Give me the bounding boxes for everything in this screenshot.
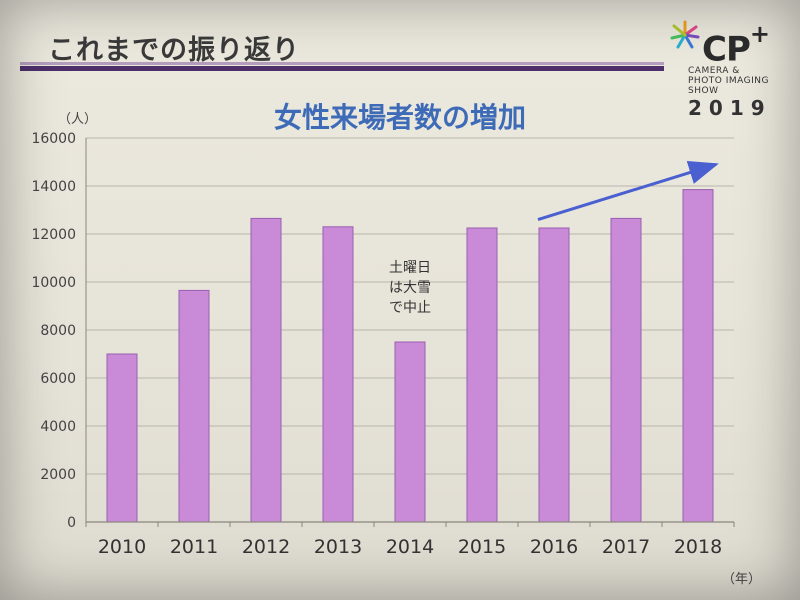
y-tick-label: 16000 [31, 131, 76, 147]
y-tick-label: 10000 [31, 275, 76, 291]
bar-2015 [466, 227, 498, 523]
y-tick-label: 4000 [40, 419, 76, 435]
y-tick-label: 2000 [40, 467, 76, 483]
x-tick-label: 2010 [98, 536, 146, 558]
title-rule [20, 66, 664, 71]
bar-2018 [682, 189, 714, 523]
bar-2017 [610, 217, 642, 523]
trend-arrow [537, 160, 719, 222]
logo-year: 2019 [688, 96, 772, 120]
x-axis-unit: （年） [722, 572, 762, 587]
logo-line-2: PHOTO IMAGING [688, 76, 769, 86]
bar-2012 [250, 217, 282, 523]
logo-plus: + [749, 20, 770, 48]
bar-2011 [178, 289, 210, 523]
slide-title: これまでの振り返り [48, 35, 300, 66]
x-tick-label: 2013 [314, 536, 362, 558]
sparkle-icon [670, 20, 700, 49]
cp-plus-logo: CP+ CAMERA & PHOTO IMAGING SHOW 2019 [668, 18, 788, 128]
x-tick-label: 2017 [602, 536, 650, 558]
bar-2016 [538, 227, 570, 523]
logo-brand: CP+ [702, 20, 770, 70]
annotation-line-3: で中止 [389, 300, 431, 316]
y-tick-label: 8000 [40, 323, 76, 339]
annotation-line-1: 土曜日 [389, 260, 431, 276]
x-tick-label: 2011 [170, 536, 218, 558]
x-tick-label: 2018 [674, 536, 722, 558]
chart-annotation: 土曜日 は大雪 で中止 [380, 258, 440, 318]
y-tick-label: 14000 [31, 179, 76, 195]
y-tick-label: 6000 [40, 371, 76, 387]
y-tick-label: 12000 [31, 227, 76, 243]
chart-title: 女性来場者数の増加 [273, 101, 526, 134]
bar-2013 [322, 226, 354, 523]
y-tick-label: 0 [67, 515, 76, 531]
title-rule-accent [20, 62, 664, 65]
bar-2010 [106, 353, 138, 523]
x-tick-label: 2015 [458, 536, 506, 558]
annotation-line-2: は大雪 [389, 280, 431, 296]
x-tick-label: 2016 [530, 536, 578, 558]
x-tick-label: 2012 [242, 536, 290, 558]
logo-line-1: CAMERA & [688, 66, 740, 76]
logo-line-3: SHOW [688, 86, 719, 96]
logo-brand-text: CP [702, 29, 751, 70]
bar-2014 [394, 341, 426, 523]
x-tick-label: 2014 [386, 536, 434, 558]
y-axis-unit: （人） [58, 112, 98, 127]
